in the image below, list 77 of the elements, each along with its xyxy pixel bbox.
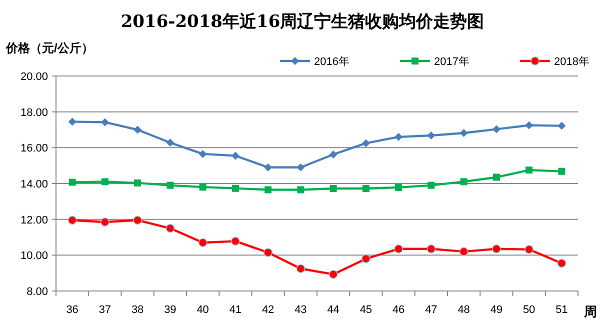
x-tick-label: 39	[164, 304, 176, 316]
x-tick-label: 44	[327, 304, 340, 316]
point	[524, 245, 534, 254]
point	[460, 178, 468, 186]
x-tick-label: 47	[425, 304, 438, 316]
point	[428, 182, 435, 189]
point	[198, 238, 208, 248]
point	[264, 163, 272, 172]
chart-title: 2016-2018年近16周辽宁生猪收购均价走势图	[120, 12, 484, 32]
point	[133, 216, 142, 225]
point	[526, 166, 533, 174]
y-tick-label: 16.00	[20, 142, 48, 155]
point	[264, 248, 272, 257]
x-tick-label: 43	[294, 304, 307, 316]
x-tick-label: 51	[556, 304, 568, 316]
legend-label: 2016年	[314, 56, 350, 68]
legend-label: 2018年	[554, 56, 590, 68]
x-tick-label: 48	[458, 304, 470, 316]
y-tick-label: 14.00	[20, 178, 48, 190]
point	[264, 186, 272, 194]
point	[362, 185, 370, 192]
x-tick-label: 46	[392, 304, 405, 316]
point	[166, 138, 174, 147]
point	[68, 216, 77, 225]
y-tick-label: 10.00	[20, 250, 48, 262]
point	[394, 132, 403, 141]
point	[166, 182, 174, 189]
y-tick-label: 12.00	[20, 214, 48, 226]
point	[330, 185, 337, 192]
point	[232, 184, 239, 192]
y-tick-label: 18.00	[20, 106, 48, 119]
point	[297, 186, 304, 194]
point	[296, 163, 305, 172]
point	[426, 244, 436, 254]
legend-label: 2017年	[434, 56, 470, 68]
point	[296, 264, 306, 274]
point	[362, 139, 370, 148]
point	[198, 150, 207, 158]
point	[134, 179, 142, 186]
x-tick-label: 50	[522, 304, 536, 316]
point	[395, 184, 402, 191]
point	[329, 150, 338, 158]
point	[394, 244, 403, 254]
y-tick-label: 8.00	[26, 286, 48, 298]
x-tick-label: 38	[131, 304, 144, 316]
x-tick-label: 37	[98, 304, 112, 316]
point	[68, 178, 76, 186]
point	[492, 125, 500, 134]
point	[231, 236, 240, 246]
x-tick-label: 45	[360, 304, 372, 316]
point	[199, 184, 206, 191]
y-axis-title: 价格（元/公斤）	[5, 41, 94, 55]
x-tick-label: 49	[490, 304, 503, 316]
point	[558, 122, 566, 130]
point	[460, 128, 468, 137]
point	[492, 244, 501, 254]
point	[68, 118, 76, 126]
point	[166, 224, 175, 233]
point	[362, 254, 370, 264]
point	[557, 258, 566, 268]
x-axis-title: 周	[583, 304, 597, 319]
point	[134, 126, 142, 134]
x-tick-label: 40	[196, 304, 209, 316]
x-tick-label: 36	[66, 304, 78, 316]
point	[558, 168, 566, 175]
y-tick-label: 20.00	[20, 71, 48, 83]
point	[100, 218, 110, 226]
x-tick-label: 41	[229, 304, 242, 316]
point	[101, 178, 108, 186]
point	[492, 174, 500, 181]
point	[525, 121, 534, 130]
point	[427, 131, 436, 140]
point	[459, 247, 468, 256]
x-tick-label: 42	[262, 304, 274, 316]
point	[231, 152, 240, 160]
point	[328, 270, 338, 279]
point	[100, 118, 109, 126]
